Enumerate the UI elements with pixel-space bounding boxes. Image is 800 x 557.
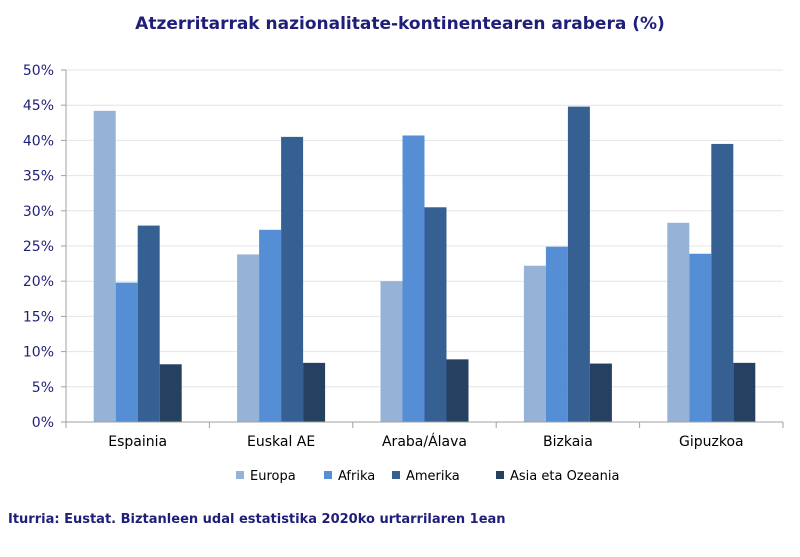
bar bbox=[137, 225, 160, 422]
bar bbox=[259, 229, 282, 422]
y-tick-label: 45% bbox=[23, 98, 54, 114]
y-tick-label: 15% bbox=[23, 309, 54, 325]
bar bbox=[303, 362, 326, 422]
bar bbox=[545, 246, 568, 422]
bar bbox=[380, 281, 403, 422]
bar bbox=[589, 363, 612, 422]
legend-label: Afrika bbox=[338, 469, 375, 484]
bar bbox=[689, 253, 712, 422]
y-tick-label: 10% bbox=[23, 345, 54, 361]
y-tick-label: 25% bbox=[23, 239, 54, 255]
source-note: Iturria: Eustat. Biztanleen udal estatis… bbox=[8, 512, 506, 527]
y-tick-label: 0% bbox=[32, 415, 54, 431]
legend-swatch bbox=[496, 471, 504, 479]
bar bbox=[523, 265, 546, 422]
x-tick-label: Euskal AE bbox=[247, 434, 315, 450]
x-tick-label: Gipuzkoa bbox=[679, 434, 744, 450]
y-tick-label: 50% bbox=[23, 63, 54, 79]
x-tick-label: Bizkaia bbox=[543, 434, 593, 450]
y-tick-label: 40% bbox=[23, 133, 54, 149]
chart-title: Atzerritarrak nazionalitate-kontinentear… bbox=[135, 14, 665, 34]
legend-label: Amerika bbox=[406, 469, 460, 484]
bars bbox=[93, 106, 756, 423]
legend-label: Europa bbox=[250, 469, 296, 484]
bar bbox=[424, 207, 447, 422]
legend: Europa Afrika Amerika Asia eta Ozeania bbox=[236, 469, 619, 484]
bar bbox=[667, 222, 690, 422]
bar bbox=[237, 254, 260, 422]
bar bbox=[446, 359, 469, 422]
y-tick-label: 5% bbox=[32, 380, 54, 396]
x-tick-label: Araba/Álava bbox=[382, 433, 467, 450]
y-tick-label: 30% bbox=[23, 204, 54, 220]
y-tick-label: 20% bbox=[23, 274, 54, 290]
bar bbox=[281, 136, 304, 422]
x-tick-label: Espainia bbox=[108, 434, 167, 450]
legend-swatch bbox=[236, 471, 244, 479]
axes: 0% 5% 10% 15% 20% 25% 30% 35% 40% 45% 50% Espainia E… bbox=[23, 63, 784, 450]
bar bbox=[711, 143, 734, 423]
bar bbox=[93, 110, 116, 422]
legend-swatch bbox=[324, 471, 332, 479]
legend-swatch bbox=[392, 471, 400, 479]
legend-label: Asia eta Ozeania bbox=[510, 469, 619, 484]
bar bbox=[402, 135, 425, 423]
bar bbox=[733, 362, 756, 422]
bar bbox=[115, 282, 138, 422]
y-tick-label: 35% bbox=[23, 169, 54, 185]
bar bbox=[159, 364, 182, 422]
bar bbox=[567, 106, 590, 422]
